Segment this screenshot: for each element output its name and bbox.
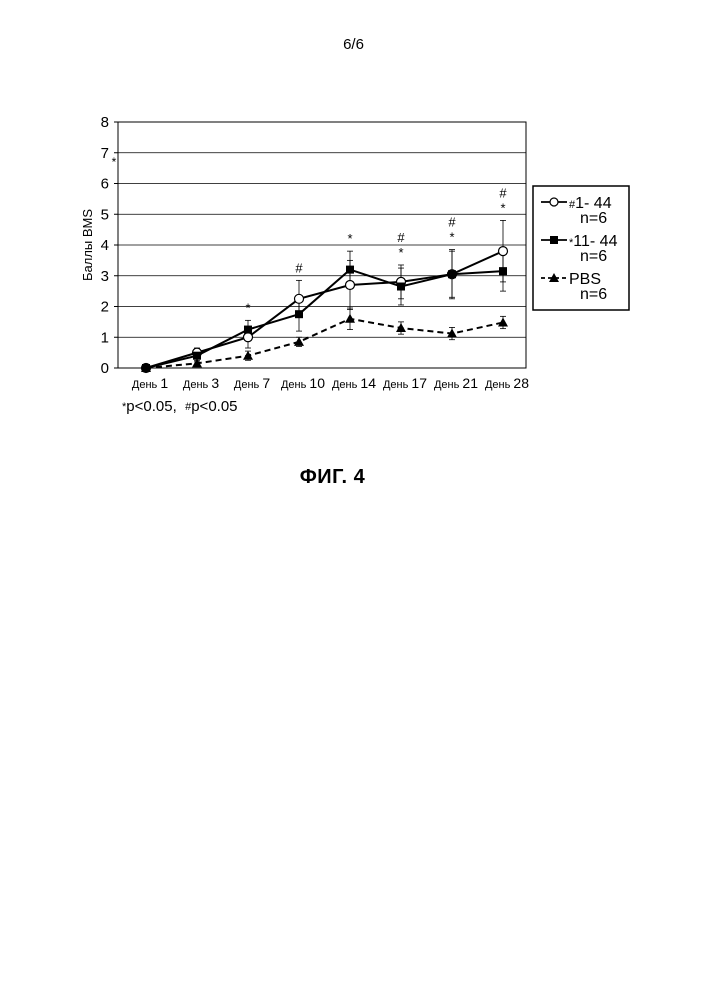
- data-point: [448, 270, 456, 278]
- data-point: [244, 333, 253, 342]
- data-point: [346, 280, 355, 289]
- significance-mark: #: [499, 185, 507, 200]
- legend-marker: [550, 236, 558, 244]
- star-note-text: p<0.05,: [126, 398, 176, 415]
- x-tick-label: День 3: [183, 375, 219, 391]
- x-tick-label: День 17: [383, 375, 427, 391]
- significance-mark: #: [397, 230, 405, 245]
- significance-mark: *: [398, 245, 403, 260]
- y-axis-label: Баллы BMS: [80, 209, 95, 281]
- y-tick-label: 7: [101, 145, 109, 162]
- data-point: [499, 247, 508, 256]
- data-point: [243, 351, 253, 360]
- significance-mark: *: [449, 230, 454, 245]
- significance-mark: #: [295, 260, 303, 275]
- x-tick-label: День 14: [332, 375, 376, 391]
- legend-count: n=6: [580, 248, 607, 265]
- x-tick-label: День 21: [434, 375, 478, 391]
- significance-mark: #: [448, 215, 456, 230]
- data-point: [244, 326, 252, 334]
- stray-mark: *: [112, 155, 117, 169]
- data-point: [295, 294, 304, 303]
- significance-note: *p<0.05, #p<0.05: [122, 398, 238, 415]
- y-tick-label: 1: [101, 329, 109, 346]
- data-point: [345, 314, 355, 323]
- hash-note-text: p<0.05: [191, 398, 237, 415]
- y-tick-label: 4: [101, 237, 109, 254]
- bms-line-chart: 0 1 2 3 4 5 6 7 8 Баллы BMS * День 1 День 3 День 7 Ден…: [0, 0, 707, 440]
- legend-count: n=6: [580, 210, 607, 227]
- legend-count: n=6: [580, 286, 607, 303]
- y-tick-label: 6: [101, 176, 109, 193]
- x-tick-label: День 1: [132, 375, 168, 391]
- x-tick-label: День 7: [234, 375, 270, 391]
- figure-caption: ФИГ. 4: [0, 466, 665, 489]
- data-point: [295, 310, 303, 318]
- y-tick-label: 5: [101, 206, 109, 223]
- y-tick-label: 2: [101, 299, 109, 316]
- y-tick-label: 0: [101, 360, 109, 377]
- significance-mark: *: [347, 231, 352, 246]
- data-point: [294, 337, 304, 346]
- data-point: [498, 317, 508, 326]
- data-point: [397, 283, 405, 291]
- x-tick-label: День 28: [485, 375, 529, 391]
- x-tick-label: День 10: [281, 375, 325, 391]
- significance-mark: *: [500, 200, 505, 215]
- data-point: [499, 267, 507, 275]
- data-point: [346, 266, 354, 274]
- significance-mark: *: [245, 300, 250, 315]
- legend-marker: [550, 198, 558, 206]
- data-point: [396, 323, 406, 332]
- y-tick-label: 8: [101, 114, 109, 131]
- y-tick-label: 3: [101, 268, 109, 285]
